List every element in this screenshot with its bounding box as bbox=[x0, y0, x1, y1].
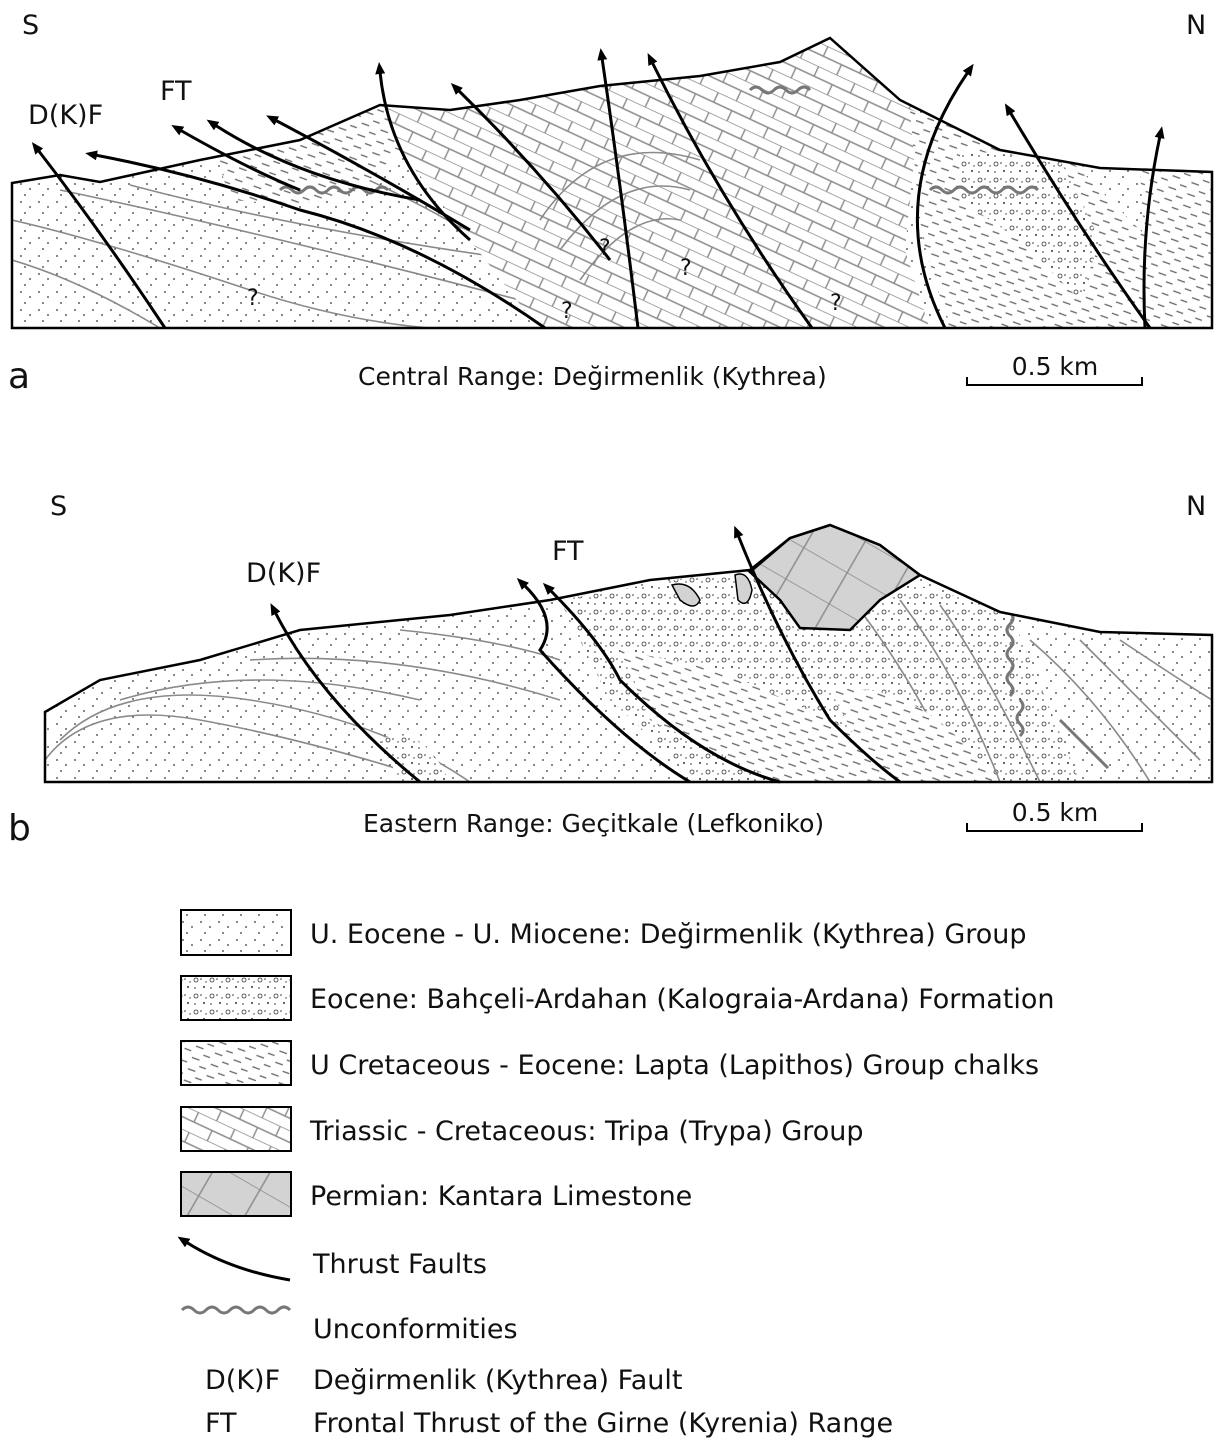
unit-swatch bbox=[181, 1041, 291, 1085]
unit-swatch bbox=[181, 910, 291, 955]
section-caption: Central Range: Değirmenlik (Kythrea) bbox=[358, 362, 827, 391]
question-mark: ? bbox=[599, 236, 611, 261]
legend-label: U Cretaceous - Eocene: Lapta (Lapithos) … bbox=[310, 1050, 1039, 1081]
abbreviation: D(K)F bbox=[205, 1365, 280, 1396]
unit-swatch bbox=[181, 1172, 291, 1216]
fault-label: FT bbox=[160, 76, 192, 107]
geological-cross-sections: S N D(K)F FT ? ? ? ? ? a Central Range: … bbox=[0, 0, 1214, 1443]
section-letter: b bbox=[8, 808, 31, 849]
section-a: S N D(K)F FT ? ? ? ? ? a Central Range: … bbox=[8, 10, 1212, 397]
legend-label: Thrust Faults bbox=[312, 1249, 487, 1280]
legend-label: Permian: Kantara Limestone bbox=[310, 1181, 692, 1212]
section-letter: a bbox=[8, 356, 30, 397]
legend-label: Unconformities bbox=[313, 1314, 518, 1345]
abbreviation-meaning: Değirmenlik (Kythrea) Fault bbox=[313, 1365, 682, 1396]
question-mark: ? bbox=[830, 291, 842, 316]
scale-label: 0.5 km bbox=[1012, 352, 1099, 381]
unconformity bbox=[182, 1307, 290, 1313]
north-label: N bbox=[1186, 10, 1206, 41]
fault-label: D(K)F bbox=[28, 100, 103, 131]
section-b: S N D(K)F FT b Eastern Range: Geçitkale … bbox=[8, 491, 1214, 849]
thrust-fault bbox=[186, 1242, 290, 1280]
question-mark: ? bbox=[561, 299, 573, 324]
fault-label: FT bbox=[552, 536, 584, 567]
question-mark: ? bbox=[247, 286, 259, 311]
north-label: N bbox=[1186, 491, 1206, 522]
south-label: S bbox=[50, 491, 67, 522]
question-mark: ? bbox=[680, 256, 692, 281]
south-label: S bbox=[22, 10, 39, 41]
legend: U. Eocene - U. Miocene: Değirmenlik (Kyt… bbox=[181, 910, 1055, 1439]
legend-label: Triassic - Cretaceous: Tripa (Trypa) Gro… bbox=[309, 1116, 864, 1147]
section-b-units bbox=[45, 500, 1214, 790]
scale-label: 0.5 km bbox=[1012, 798, 1099, 827]
legend-label: Eocene: Bahçeli-Ardahan (Kalograia-Ardan… bbox=[310, 984, 1055, 1015]
abbreviation-meaning: Frontal Thrust of the Girne (Kyrenia) Ra… bbox=[313, 1408, 893, 1439]
unit-swatch bbox=[181, 976, 291, 1020]
legend-label: U. Eocene - U. Miocene: Değirmenlik (Kyt… bbox=[310, 919, 1027, 950]
fault-label: D(K)F bbox=[246, 558, 321, 589]
section-a-units bbox=[12, 30, 1212, 330]
abbreviation: FT bbox=[205, 1408, 237, 1439]
unit-swatch bbox=[181, 1107, 291, 1151]
section-caption: Eastern Range: Geçitkale (Lefkoniko) bbox=[363, 809, 824, 838]
